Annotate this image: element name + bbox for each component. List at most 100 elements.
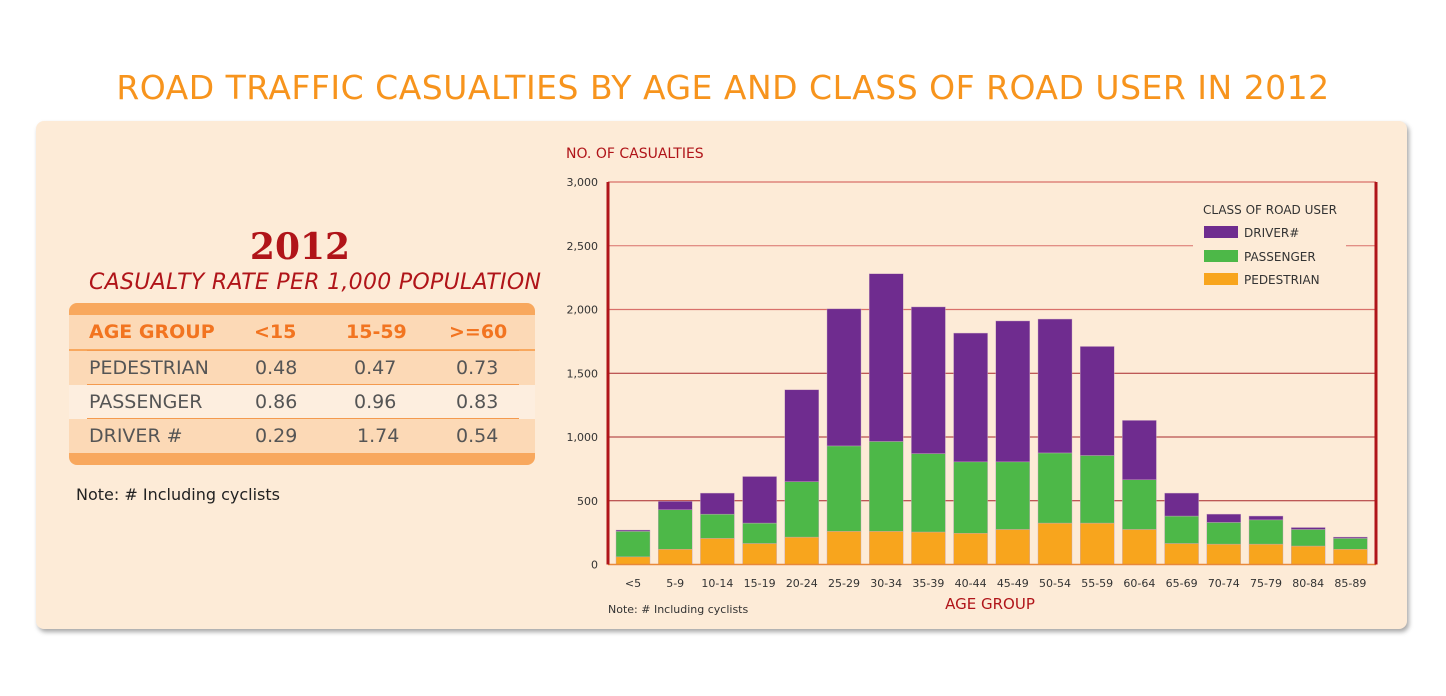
x-tick-label: 75-79 bbox=[1250, 577, 1282, 590]
y-tick-label: 0 bbox=[591, 559, 598, 572]
y-tick-label: 2,500 bbox=[567, 240, 599, 253]
x-tick-label: 50-54 bbox=[1039, 577, 1071, 590]
y-axis-label: NO. OF CASUALTIES bbox=[566, 146, 704, 162]
bar-passenger bbox=[658, 509, 693, 550]
bar-pedestrian bbox=[700, 538, 735, 565]
y-tick-label: 3,000 bbox=[567, 176, 599, 189]
cell: 0.96 bbox=[354, 391, 397, 413]
bar-driver bbox=[1079, 346, 1115, 456]
bar-passenger bbox=[784, 481, 819, 538]
legend-swatch-pedestrian bbox=[1204, 273, 1238, 285]
bar-pedestrian bbox=[1333, 549, 1368, 565]
bar-driver bbox=[995, 320, 1030, 463]
y-tick-label: 2,000 bbox=[567, 304, 599, 317]
bar-driver bbox=[1206, 513, 1242, 523]
x-axis-label: AGE GROUP bbox=[945, 595, 1035, 613]
legend-swatch-passenger bbox=[1204, 250, 1238, 262]
divider bbox=[87, 384, 519, 385]
bar-driver bbox=[1164, 492, 1199, 517]
header-15-59: 15-59 bbox=[346, 321, 407, 343]
bar-pedestrian bbox=[1122, 529, 1157, 565]
rate-note: Note: # Including cyclists bbox=[76, 485, 280, 504]
bar-pedestrian bbox=[911, 531, 946, 565]
bar-passenger bbox=[1248, 519, 1284, 545]
bar-driver bbox=[1248, 515, 1284, 521]
cell: 0.47 bbox=[354, 357, 397, 379]
bar-driver bbox=[869, 273, 904, 442]
rate-year: 2012 bbox=[249, 226, 351, 268]
table-row: DRIVER # 0.29 1.74 0.54 bbox=[69, 419, 535, 453]
x-tick-label: 5-9 bbox=[666, 577, 684, 590]
cell: 0.48 bbox=[255, 357, 298, 379]
bar-pedestrian bbox=[615, 556, 651, 565]
bar-pedestrian bbox=[1290, 545, 1326, 565]
bar-pedestrian bbox=[1206, 543, 1242, 565]
bar-passenger bbox=[1333, 538, 1368, 550]
bar-passenger bbox=[953, 461, 988, 534]
legend-label-driver: DRIVER# bbox=[1244, 226, 1300, 240]
header-60-plus: >=60 bbox=[449, 321, 508, 343]
x-tick-label: 25-29 bbox=[828, 577, 860, 590]
bar-pedestrian bbox=[784, 536, 819, 565]
x-tick-label: 10-14 bbox=[701, 577, 733, 590]
bar-pedestrian bbox=[826, 531, 862, 565]
bar-passenger bbox=[700, 513, 735, 539]
x-tick-label: 45-49 bbox=[997, 577, 1029, 590]
x-tick-label: 30-34 bbox=[870, 577, 902, 590]
bar-pedestrian bbox=[1079, 522, 1115, 565]
rate-table: AGE GROUP <15 15-59 >=60 PEDESTRIAN 0.48… bbox=[69, 303, 535, 465]
bar-driver bbox=[658, 501, 693, 510]
table-row: PASSENGER 0.86 0.96 0.83 bbox=[69, 385, 535, 419]
y-tick-label: 1,500 bbox=[567, 367, 599, 380]
bar-driver bbox=[1122, 420, 1157, 480]
bar-pedestrian bbox=[1037, 522, 1073, 565]
x-tick-label: 60-64 bbox=[1123, 577, 1155, 590]
bar-pedestrian bbox=[1248, 543, 1284, 565]
header-under-15: <15 bbox=[254, 321, 297, 343]
cell: 0.83 bbox=[456, 391, 499, 413]
bar-passenger bbox=[1206, 522, 1242, 545]
legend-title: CLASS OF ROAD USER bbox=[1203, 203, 1337, 217]
bar-driver bbox=[784, 389, 819, 482]
divider bbox=[87, 350, 519, 351]
bar-pedestrian bbox=[995, 529, 1030, 565]
legend-label-passenger: PASSENGER bbox=[1244, 250, 1316, 264]
cell: 0.54 bbox=[456, 425, 499, 447]
x-tick-label: 15-19 bbox=[744, 577, 776, 590]
legend-swatch-driver bbox=[1204, 226, 1238, 238]
x-tick-label: 80-84 bbox=[1292, 577, 1324, 590]
cell: 0.29 bbox=[255, 425, 298, 447]
x-tick-label: 85-89 bbox=[1334, 577, 1366, 590]
cell: 1.74 bbox=[357, 425, 400, 447]
bar-passenger bbox=[911, 453, 946, 533]
bar-pedestrian bbox=[658, 549, 693, 565]
row-label: PASSENGER bbox=[89, 391, 203, 413]
x-tick-label: 55-59 bbox=[1081, 577, 1113, 590]
bar-driver bbox=[700, 492, 735, 515]
bar-passenger bbox=[1037, 452, 1073, 524]
cell: 0.73 bbox=[456, 357, 499, 379]
bar-passenger bbox=[826, 445, 862, 532]
bar-driver bbox=[1290, 527, 1326, 530]
bar-passenger bbox=[1079, 455, 1115, 524]
bar-driver bbox=[953, 332, 988, 463]
y-tick-label: 500 bbox=[577, 495, 598, 508]
bar-pedestrian bbox=[953, 533, 988, 565]
header-age-group: AGE GROUP bbox=[89, 321, 215, 343]
bar-pedestrian bbox=[742, 543, 777, 565]
x-tick-label: 65-69 bbox=[1166, 577, 1198, 590]
chart-note: Note: # Including cyclists bbox=[608, 603, 749, 616]
bar-passenger bbox=[869, 441, 904, 532]
bar-pedestrian bbox=[1164, 543, 1199, 565]
row-label: DRIVER # bbox=[89, 425, 183, 447]
x-tick-label: 70-74 bbox=[1208, 577, 1240, 590]
x-tick-label: 40-44 bbox=[955, 577, 987, 590]
bar-driver bbox=[742, 476, 777, 524]
divider bbox=[87, 418, 519, 419]
bar-passenger bbox=[615, 531, 651, 558]
bar-passenger bbox=[1290, 529, 1326, 547]
bar-driver bbox=[1333, 536, 1368, 539]
table-header-row: AGE GROUP <15 15-59 >=60 bbox=[69, 315, 535, 349]
x-tick-label: <5 bbox=[625, 577, 641, 590]
